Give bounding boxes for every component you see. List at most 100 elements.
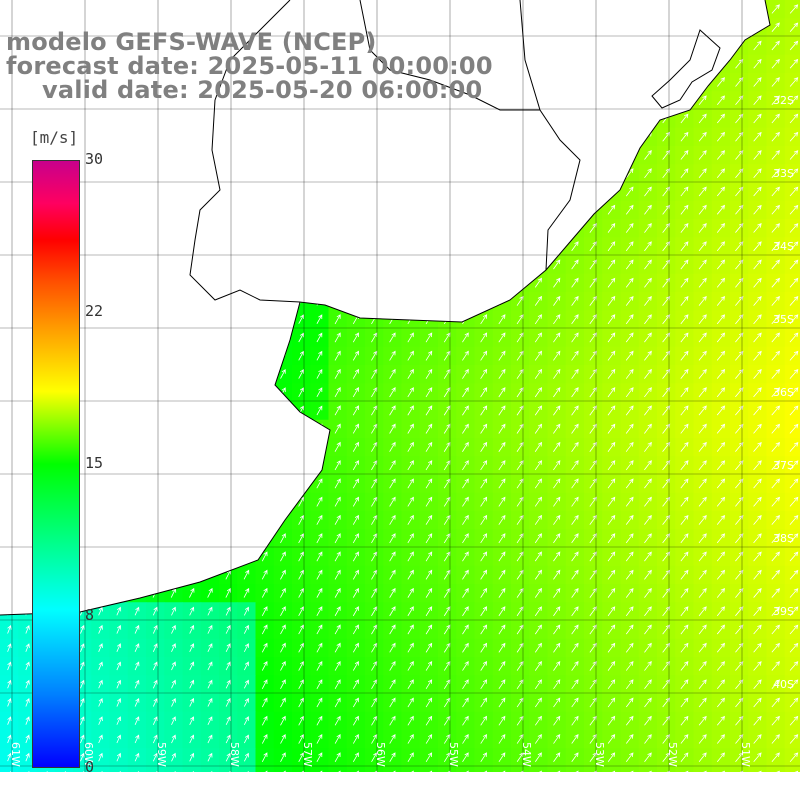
field-cell: [438, 766, 457, 772]
lat-label: 32S: [773, 94, 794, 107]
field-cell: [784, 365, 800, 384]
wind-arrow: [753, 58, 762, 69]
field-cell: [36, 766, 56, 772]
field-cell: [784, 693, 800, 713]
field-cell: [766, 766, 786, 772]
field-cell: [784, 511, 800, 530]
wind-arrow: [789, 58, 799, 69]
field-cell: [784, 730, 800, 749]
field-cell: [784, 584, 800, 603]
lat-label: 35S: [773, 313, 794, 326]
field-cell: [219, 766, 238, 772]
field-cell: [419, 766, 439, 772]
field-cell: [602, 766, 621, 772]
field-cell: [401, 766, 421, 772]
colorbar: [m/s] 30 22 15 8 0: [30, 128, 150, 778]
field-cell: [693, 766, 713, 772]
field-cell: [310, 766, 329, 772]
field-cell: [784, 127, 800, 147]
field-cell: [784, 73, 800, 92]
field-cell: [784, 383, 800, 402]
field-cell: [237, 766, 256, 772]
field-cell: [784, 438, 800, 457]
wind-arrow: [753, 95, 762, 105]
lat-label: 37S: [773, 459, 794, 472]
field-cell: [91, 766, 110, 772]
wind-arrow: [789, 113, 799, 124]
field-cell: [18, 766, 37, 772]
colorbar-tick-label: 30: [85, 150, 104, 168]
field-cell: [748, 766, 767, 772]
field-cell: [675, 766, 694, 772]
field-cell: [784, 91, 800, 110]
field-cell: [784, 547, 800, 567]
field-cell: [784, 328, 800, 348]
field-cell: [784, 675, 800, 694]
field-cell: [784, 766, 800, 772]
lat-label: 34S: [773, 240, 794, 253]
wind-arrow: [753, 40, 762, 51]
field-cell: [784, 401, 800, 421]
field-cell: [784, 219, 800, 238]
wind-arrow: [698, 113, 707, 124]
wind-arrow: [771, 95, 780, 105]
title-block: modelo GEFS-WAVE (NCEP) forecast date: 2…: [6, 30, 493, 102]
field-cell: [456, 766, 475, 772]
field-cell: [784, 602, 800, 621]
map-canvas: [0, 0, 800, 772]
field-cell: [529, 766, 548, 772]
field-cell: [784, 292, 800, 311]
wind-arrow: [771, 113, 780, 124]
wind-arrow: [680, 113, 689, 124]
wind-arrow: [716, 95, 725, 106]
field-cell: [784, 164, 800, 183]
field-cell: [200, 766, 220, 772]
lon-label: 52W: [666, 742, 679, 767]
wind-map: [0, 0, 800, 772]
colorbar-tick-label: 8: [85, 606, 95, 624]
field-cell: [784, 0, 800, 19]
wind-arrow: [753, 113, 762, 124]
field-cell: [365, 766, 384, 772]
colorbar-tick-label: 15: [85, 454, 104, 472]
field-cell: [565, 766, 585, 772]
wind-arrow: [698, 95, 707, 106]
colorbar-unit: [m/s]: [30, 128, 79, 147]
field-cell: [273, 766, 293, 772]
field-cell: [164, 766, 183, 772]
field-cell: [784, 456, 800, 475]
field-cell: [711, 766, 731, 772]
field-cell: [54, 766, 74, 772]
field-cell: [73, 766, 92, 772]
field-cell: [346, 766, 366, 772]
wind-arrow: [789, 22, 799, 32]
field-cell: [784, 237, 800, 256]
field-cell: [784, 182, 800, 202]
colorbar-tick-label: 22: [85, 302, 104, 320]
field-cell: [784, 711, 800, 731]
field-cell: [109, 766, 129, 772]
field-cell: [547, 766, 567, 772]
field-cell: [784, 54, 800, 74]
field-cell: [784, 310, 800, 329]
model-title: modelo GEFS-WAVE (NCEP): [6, 28, 377, 56]
field-cell: [784, 200, 800, 220]
field-cell: [182, 766, 202, 772]
field-cell: [784, 748, 800, 767]
field-cell: [638, 766, 658, 772]
lon-label: 57W: [301, 742, 314, 767]
field-cell: [784, 36, 800, 56]
field-cell: [657, 766, 676, 772]
field-cell: [784, 620, 800, 640]
field-cell: [784, 346, 800, 366]
wind-arrow: [753, 77, 762, 87]
field-cell: [784, 565, 800, 585]
field-cell: [784, 18, 800, 37]
field-cell: [127, 766, 147, 772]
field-cell: [0, 766, 19, 772]
lat-label: 38S: [773, 532, 794, 545]
field-cell: [784, 255, 800, 275]
valid-date: valid date: 2025-05-20 06:00:00: [42, 76, 483, 104]
wind-arrow: [789, 40, 799, 51]
field-cell: [474, 766, 494, 772]
